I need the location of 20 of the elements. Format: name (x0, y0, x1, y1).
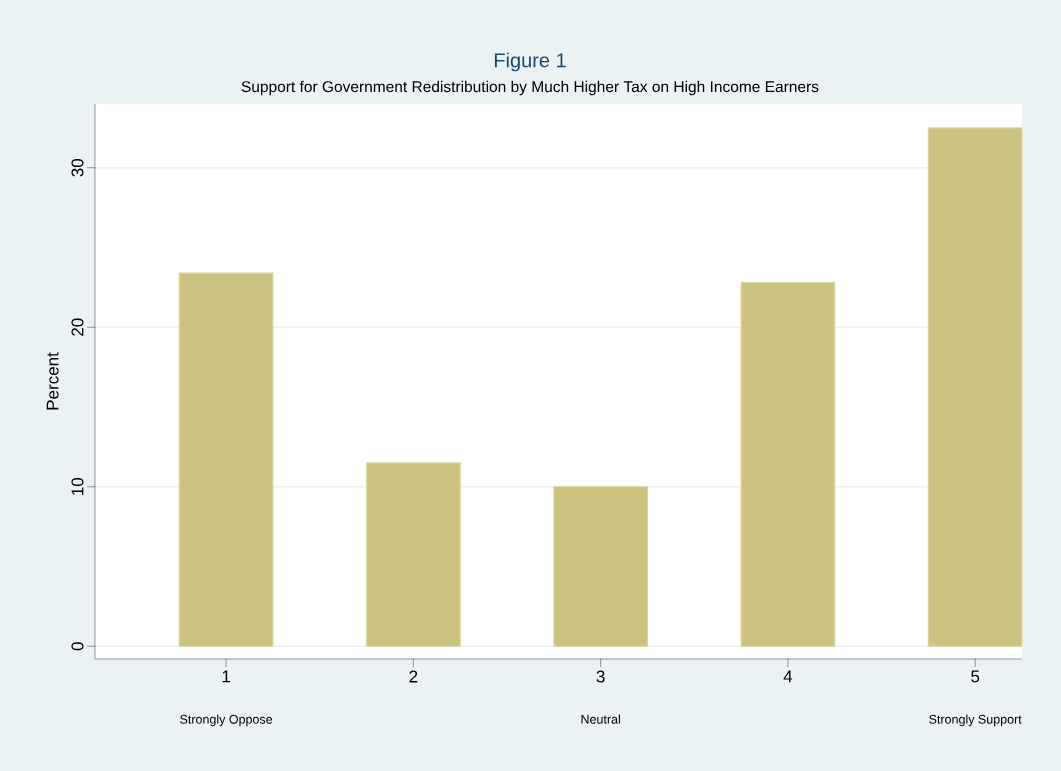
x-tick-label: 5 (971, 670, 980, 683)
x-tick-label: 3 (596, 670, 605, 683)
y-axis-title: Percent (46, 352, 59, 410)
y-tick-label: 10 (71, 477, 84, 495)
y-tick-label: 0 (71, 642, 84, 651)
y-tick-label: 30 (71, 158, 84, 177)
chart-subtitle: Support for Government Redistribution by Much Higher Tax on High Income Earners (241, 80, 819, 96)
chart-title: Figure 1 (494, 52, 566, 72)
text: Strongly Oppose (180, 714, 273, 727)
bar (927, 127, 1023, 647)
text: Strongly Support (929, 714, 1022, 727)
bar (365, 462, 461, 647)
x-tick-label: 1 (222, 670, 230, 683)
bar (178, 272, 274, 647)
x-tick-label: 2 (409, 670, 418, 683)
bar (553, 486, 649, 647)
y-tick-label: 20 (71, 318, 84, 336)
text: Neutral (581, 714, 620, 724)
bar (740, 282, 836, 647)
x-tick-label: 4 (783, 670, 793, 683)
